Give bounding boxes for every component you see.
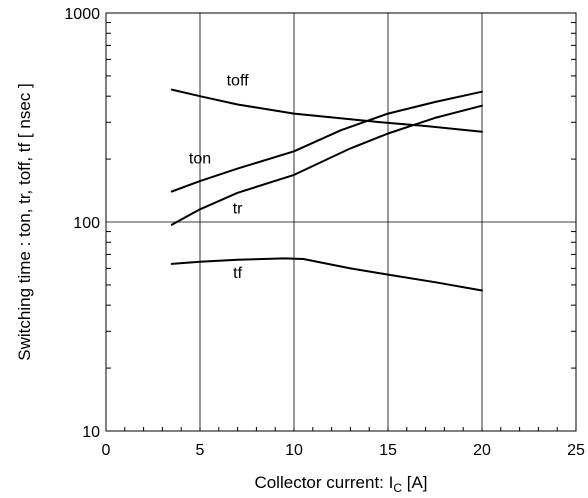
axis-ticks [105, 22, 577, 431]
y-tick-label: 10 [82, 424, 100, 441]
series-labels: toff ton tr tf [189, 72, 249, 281]
x-tick-label: 20 [473, 442, 491, 459]
series-line-tr [170, 104, 483, 226]
x-axis-title: Collector current: IC [A] [254, 473, 427, 495]
series-label-tr: tr [233, 200, 243, 217]
x-tick-label: 0 [102, 442, 111, 459]
y-axis-title: Switching time : ton, tr, toff, tf [ nse… [15, 83, 34, 360]
plot-area [105, 12, 577, 432]
x-tick-label: 15 [379, 442, 397, 459]
series-line-toff [170, 88, 483, 133]
x-tick-label: 25 [567, 442, 585, 459]
y-tick-label: 100 [73, 215, 100, 232]
series-lines [170, 88, 483, 292]
series-label-toff: toff [227, 72, 250, 89]
y-tick-label: 1000 [64, 6, 100, 23]
series-line-tf [170, 257, 483, 292]
x-tick-label: 5 [196, 442, 205, 459]
grid [106, 13, 576, 431]
series-label-tf: tf [233, 265, 242, 282]
series-label-ton: ton [189, 151, 211, 168]
x-tick-label: 10 [285, 442, 303, 459]
x-tick-labels: 0 5 10 15 20 25 [102, 442, 585, 459]
series-line-ton [170, 90, 483, 193]
y-tick-labels: 10 100 1000 [64, 6, 100, 441]
